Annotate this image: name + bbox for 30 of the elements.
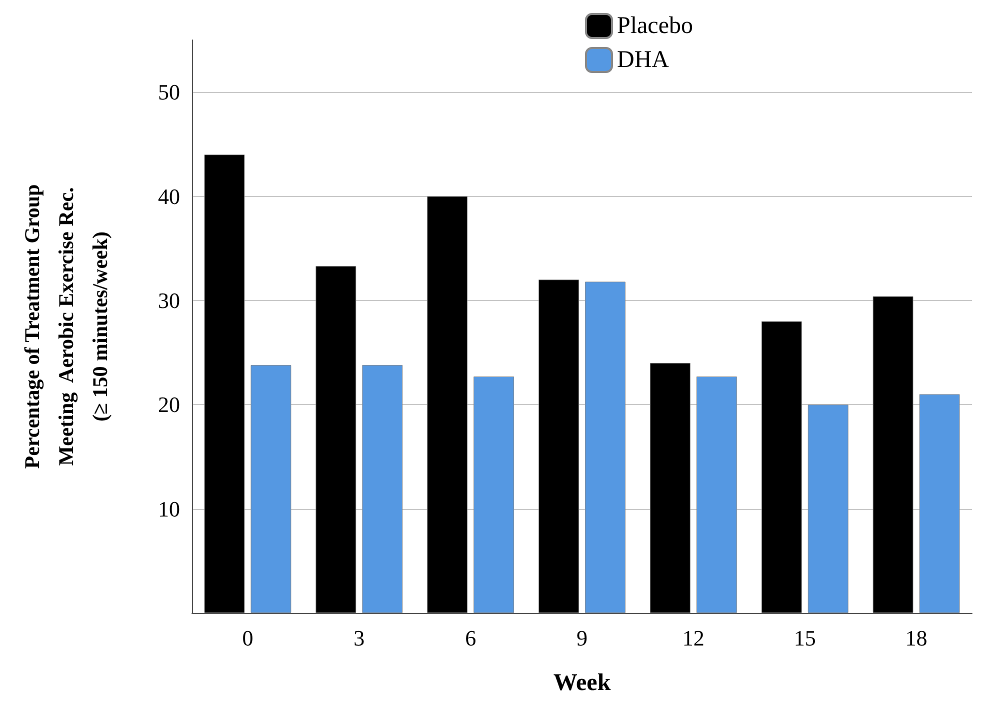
bar — [761, 321, 802, 613]
bar — [872, 296, 914, 613]
y-tick-label: 40 — [158, 184, 180, 209]
y-tick-label: 20 — [158, 392, 180, 418]
bar — [585, 282, 626, 613]
x-tick-label: 9 — [576, 626, 588, 650]
y-tick-label: 30 — [158, 288, 180, 313]
bar — [919, 394, 960, 613]
x-tick-label: 3 — [354, 626, 365, 650]
bar — [427, 196, 468, 613]
y-axis-title: Percentage of Treatment Group Meeting Aerobic Exercise Rec. (≥ 150 minutes/week) — [20, 184, 112, 469]
x-tick-label: 18 — [905, 626, 928, 650]
bar — [362, 365, 403, 613]
bar — [808, 404, 848, 613]
bar — [250, 365, 292, 613]
bar — [696, 376, 737, 613]
bar — [650, 362, 690, 613]
y-tick-label: 50 — [158, 80, 180, 105]
bar — [316, 266, 356, 613]
x-tick-label: 0 — [242, 626, 254, 650]
x-axis-title: Week — [553, 670, 612, 696]
bar — [474, 376, 514, 613]
legend-label: DHA — [617, 47, 670, 73]
bar — [538, 280, 579, 613]
bar — [204, 154, 245, 613]
x-tick-label: 12 — [682, 626, 704, 650]
legend-label: Placebo — [617, 13, 693, 39]
x-tick-label: 15 — [794, 626, 816, 650]
x-tick-label: 6 — [465, 626, 476, 650]
y-tick-label: 10 — [158, 496, 180, 522]
